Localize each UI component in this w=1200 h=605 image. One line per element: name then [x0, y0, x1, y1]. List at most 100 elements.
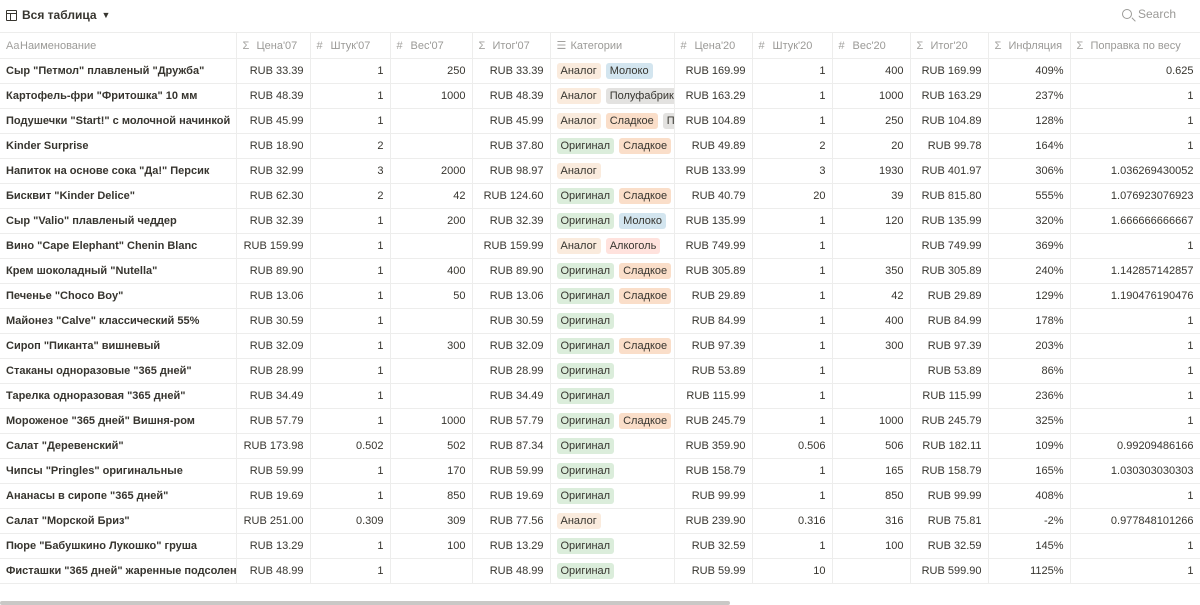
- total07-cell[interactable]: RUB 89.90: [472, 258, 551, 284]
- qty20-cell[interactable]: 1: [752, 333, 833, 359]
- total20-cell[interactable]: RUB 97.39: [910, 333, 989, 359]
- table-row[interactable]: Крем шоколадный "Nutella" RUB 89.90 1 400 RU…: [0, 258, 1200, 284]
- horizontal-scrollbar[interactable]: [0, 601, 730, 605]
- name-cell[interactable]: Вино "Cape Elephant" Chenin Blanc: [0, 233, 237, 259]
- weight20-cell[interactable]: 300: [832, 333, 911, 359]
- price20-cell[interactable]: RUB 163.29: [674, 83, 753, 109]
- total07-cell[interactable]: RUB 32.39: [472, 208, 551, 234]
- categories-cell[interactable]: Оригинал Сладкое: [550, 133, 675, 159]
- table-row[interactable]: Подушечки "Start!" с молочной начинкой RU…: [0, 108, 1200, 134]
- total20-cell[interactable]: RUB 169.99: [910, 58, 989, 84]
- weight-adjustment-cell[interactable]: 0.99209486166: [1070, 433, 1200, 459]
- qty20-cell[interactable]: 1: [752, 83, 833, 109]
- column-header[interactable]: Σ Цена'07: [236, 32, 311, 59]
- categories-cell[interactable]: Оригинал: [550, 533, 675, 559]
- weight20-cell[interactable]: 42: [832, 283, 911, 309]
- total20-cell[interactable]: RUB 815.80: [910, 183, 989, 209]
- view-switcher[interactable]: Вся таблица ▼: [6, 6, 110, 24]
- total20-cell[interactable]: RUB 135.99: [910, 208, 989, 234]
- categories-cell[interactable]: Оригинал Молоко: [550, 208, 675, 234]
- total07-cell[interactable]: RUB 57.79: [472, 408, 551, 434]
- qty07-cell[interactable]: 1: [310, 283, 391, 309]
- weight-adjustment-cell[interactable]: 1: [1070, 133, 1200, 159]
- price07-cell[interactable]: RUB 32.99: [236, 158, 311, 184]
- price20-cell[interactable]: RUB 305.89: [674, 258, 753, 284]
- total20-cell[interactable]: RUB 29.89: [910, 283, 989, 309]
- qty07-cell[interactable]: 3: [310, 158, 391, 184]
- total07-cell[interactable]: RUB 48.99: [472, 558, 551, 584]
- total20-cell[interactable]: RUB 75.81: [910, 508, 989, 534]
- price07-cell[interactable]: RUB 59.99: [236, 458, 311, 484]
- weight07-cell[interactable]: 42: [390, 183, 473, 209]
- total20-cell[interactable]: RUB 158.79: [910, 458, 989, 484]
- table-row[interactable]: Майонез "Calve" классический 55% RUB 30.5…: [0, 308, 1200, 334]
- weight07-cell[interactable]: 850: [390, 483, 473, 509]
- weight07-cell[interactable]: [390, 108, 473, 134]
- weight20-cell[interactable]: 316: [832, 508, 911, 534]
- total07-cell[interactable]: RUB 159.99: [472, 233, 551, 259]
- inflation-cell[interactable]: 1125%: [988, 558, 1071, 584]
- categories-cell[interactable]: Оригинал: [550, 558, 675, 584]
- price20-cell[interactable]: RUB 32.59: [674, 533, 753, 559]
- qty20-cell[interactable]: 1: [752, 258, 833, 284]
- categories-cell[interactable]: Аналог Молоко: [550, 58, 675, 84]
- inflation-cell[interactable]: 203%: [988, 333, 1071, 359]
- inflation-cell[interactable]: 320%: [988, 208, 1071, 234]
- price07-cell[interactable]: RUB 251.00: [236, 508, 311, 534]
- price20-cell[interactable]: RUB 104.89: [674, 108, 753, 134]
- qty07-cell[interactable]: 0.309: [310, 508, 391, 534]
- name-cell[interactable]: Ананасы в сиропе "365 дней": [0, 483, 237, 509]
- categories-cell[interactable]: Оригинал: [550, 483, 675, 509]
- weight-adjustment-cell[interactable]: 1: [1070, 333, 1200, 359]
- weight-adjustment-cell[interactable]: 1: [1070, 408, 1200, 434]
- name-cell[interactable]: Бисквит "Kinder Delice": [0, 183, 237, 209]
- name-cell[interactable]: Салат "Деревенский": [0, 433, 237, 459]
- categories-cell[interactable]: Аналог: [550, 508, 675, 534]
- qty20-cell[interactable]: 0.316: [752, 508, 833, 534]
- qty20-cell[interactable]: 1: [752, 408, 833, 434]
- price07-cell[interactable]: RUB 34.49: [236, 383, 311, 409]
- table-row[interactable]: Сыр "Valio" плавленый чеддер RUB 32.39 1 20…: [0, 208, 1200, 234]
- qty20-cell[interactable]: 0.506: [752, 433, 833, 459]
- table-row[interactable]: Ананасы в сиропе "365 дней" RUB 19.69 1 850…: [0, 483, 1200, 509]
- price20-cell[interactable]: RUB 53.89: [674, 358, 753, 384]
- qty07-cell[interactable]: 2: [310, 183, 391, 209]
- price20-cell[interactable]: RUB 49.89: [674, 133, 753, 159]
- weight-adjustment-cell[interactable]: 1.030303030303: [1070, 458, 1200, 484]
- total20-cell[interactable]: RUB 305.89: [910, 258, 989, 284]
- categories-cell[interactable]: Оригинал Сладкое: [550, 258, 675, 284]
- weight07-cell[interactable]: 502: [390, 433, 473, 459]
- weight-adjustment-cell[interactable]: 1: [1070, 533, 1200, 559]
- inflation-cell[interactable]: 409%: [988, 58, 1071, 84]
- price07-cell[interactable]: RUB 173.98: [236, 433, 311, 459]
- name-cell[interactable]: Тарелка одноразовая "365 дней": [0, 383, 237, 409]
- name-cell[interactable]: Пюре "Бабушкино Лукошко" груша: [0, 533, 237, 559]
- categories-cell[interactable]: Оригинал Сладкое: [550, 408, 675, 434]
- weight20-cell[interactable]: 1000: [832, 408, 911, 434]
- inflation-cell[interactable]: 240%: [988, 258, 1071, 284]
- qty07-cell[interactable]: 1: [310, 233, 391, 259]
- table-row[interactable]: Сироп "Пиканта" вишневый RUB 32.09 1 300 RUB…: [0, 333, 1200, 359]
- column-header[interactable]: Σ Итог'07: [472, 32, 551, 59]
- total07-cell[interactable]: RUB 28.99: [472, 358, 551, 384]
- price20-cell[interactable]: RUB 359.90: [674, 433, 753, 459]
- categories-cell[interactable]: Аналог: [550, 158, 675, 184]
- name-cell[interactable]: Чипсы "Pringles" оригинальные: [0, 458, 237, 484]
- qty20-cell[interactable]: 1: [752, 483, 833, 509]
- qty07-cell[interactable]: 1: [310, 533, 391, 559]
- table-row[interactable]: Вино "Cape Elephant" Chenin Blanc RUB 159…: [0, 233, 1200, 259]
- total07-cell[interactable]: RUB 87.34: [472, 433, 551, 459]
- table-row[interactable]: Пюре "Бабушкино Лукошко" груша RUB 13.29 1…: [0, 533, 1200, 559]
- qty20-cell[interactable]: 1: [752, 233, 833, 259]
- total07-cell[interactable]: RUB 30.59: [472, 308, 551, 334]
- total20-cell[interactable]: RUB 32.59: [910, 533, 989, 559]
- inflation-cell[interactable]: 145%: [988, 533, 1071, 559]
- inflation-cell[interactable]: 369%: [988, 233, 1071, 259]
- weight20-cell[interactable]: 350: [832, 258, 911, 284]
- table-row[interactable]: Чипсы "Pringles" оригинальные RUB 59.99 1 1…: [0, 458, 1200, 484]
- weight-adjustment-cell[interactable]: 1.036269430052: [1070, 158, 1200, 184]
- weight07-cell[interactable]: [390, 133, 473, 159]
- weight07-cell[interactable]: [390, 558, 473, 584]
- column-header[interactable]: Σ Поправка по весу: [1070, 32, 1200, 59]
- total07-cell[interactable]: RUB 19.69: [472, 483, 551, 509]
